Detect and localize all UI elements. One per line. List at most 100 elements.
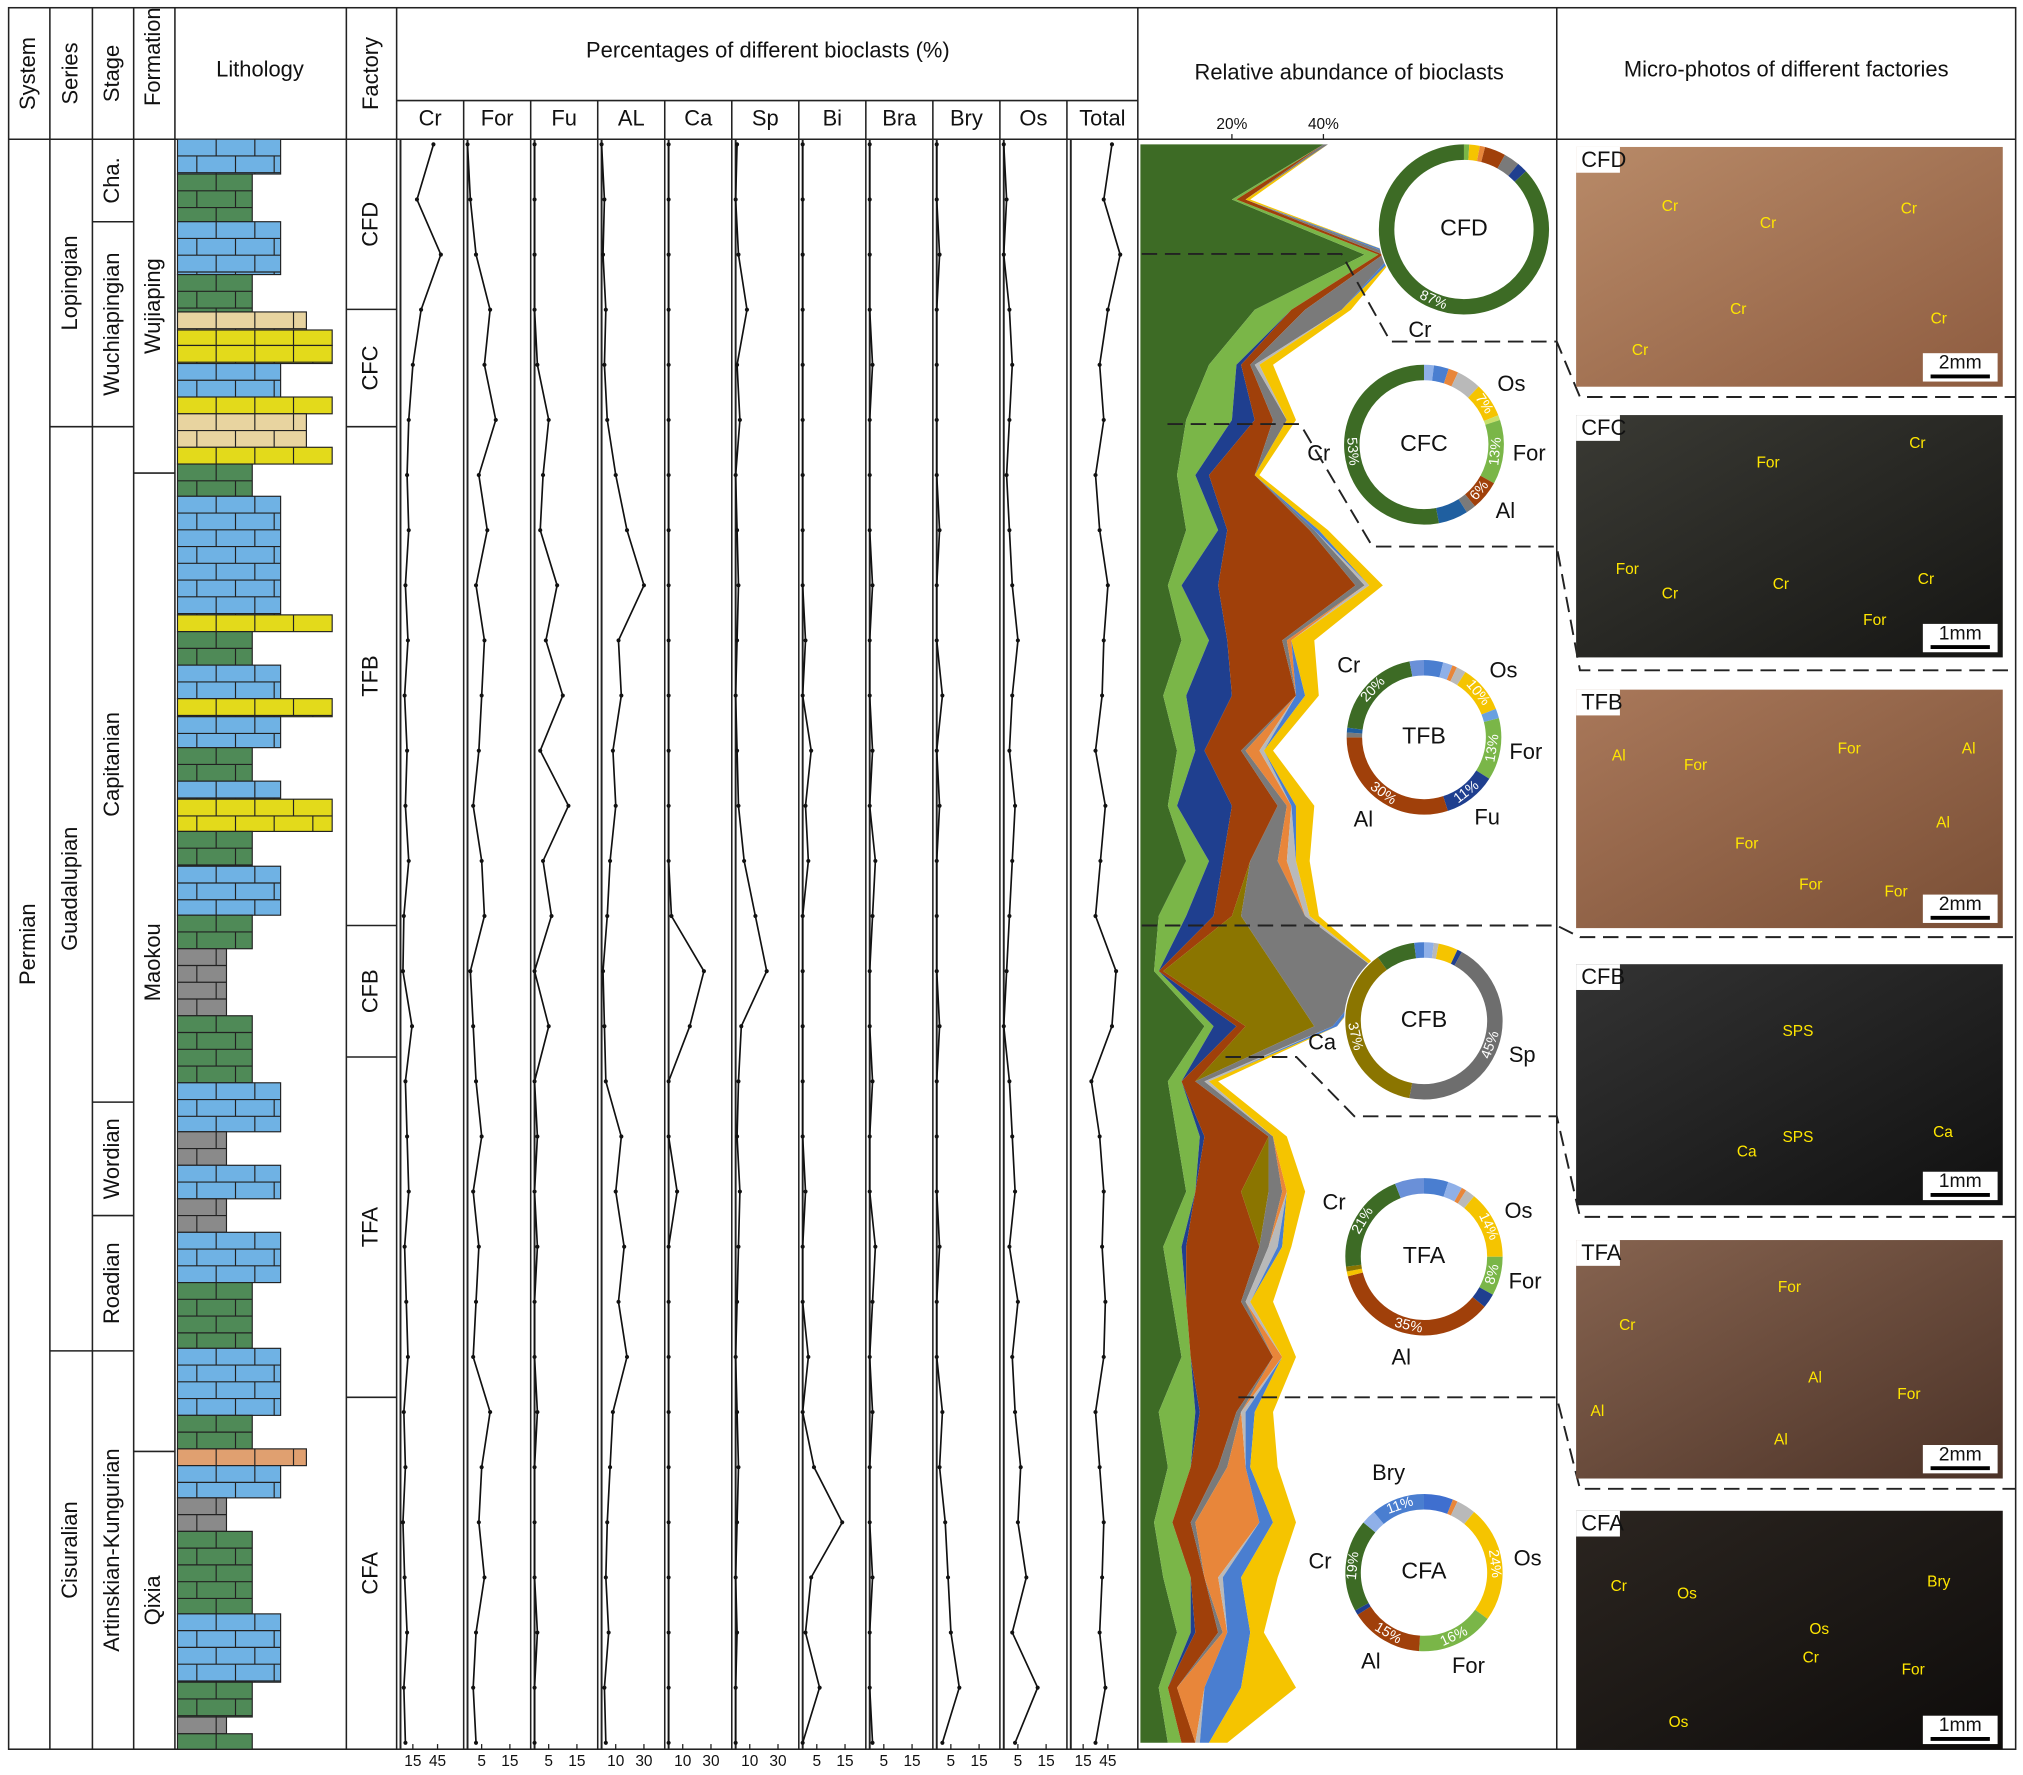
scale-label: 1mm xyxy=(1939,1171,1982,1192)
sample xyxy=(403,583,408,588)
sample xyxy=(666,1685,671,1690)
donut-value: 35% xyxy=(1393,1315,1425,1337)
donut-segment xyxy=(1373,1493,1425,1525)
donut-center: TFA xyxy=(1403,1242,1446,1268)
sample xyxy=(867,142,872,147)
photo xyxy=(1576,415,2003,658)
donut-segment xyxy=(1431,365,1449,384)
sample xyxy=(867,1630,872,1635)
donut-segment xyxy=(1446,665,1457,682)
sample xyxy=(404,1299,409,1304)
donut-segment xyxy=(1347,661,1413,730)
sample xyxy=(602,197,607,202)
sample xyxy=(1093,913,1098,919)
header: Series xyxy=(58,42,83,104)
sample xyxy=(532,307,537,312)
sample xyxy=(800,913,805,919)
photo-note: For xyxy=(1863,612,1886,629)
donut-segment xyxy=(1476,718,1502,779)
sample xyxy=(400,969,406,974)
header: Percentages of different bioclasts (%) xyxy=(586,37,950,62)
photo-note: For xyxy=(1735,836,1758,853)
donut-center: CFC xyxy=(1400,430,1448,456)
x-tick-label: 10 xyxy=(741,1753,758,1770)
photo-note: Ca xyxy=(1737,1143,1757,1160)
sample xyxy=(1015,638,1020,643)
donut-segment xyxy=(1345,957,1413,1099)
x-tick-label: 10 xyxy=(674,1753,691,1770)
donut-segment xyxy=(1377,942,1417,970)
sample xyxy=(1093,1740,1098,1745)
sample xyxy=(737,417,742,423)
photo-note: Al xyxy=(1612,747,1626,764)
sample xyxy=(840,1520,845,1525)
sample xyxy=(419,307,424,312)
sample xyxy=(867,1354,872,1360)
sample xyxy=(1010,1630,1015,1635)
sample xyxy=(666,417,671,423)
sample xyxy=(468,197,473,202)
sample xyxy=(806,858,811,863)
sample xyxy=(803,1189,808,1194)
sample xyxy=(867,417,872,423)
donut-segment xyxy=(1508,163,1526,182)
sample xyxy=(482,1575,487,1580)
sample xyxy=(800,1024,805,1029)
sample xyxy=(957,1685,962,1690)
x-tick-label: 10 xyxy=(607,1753,624,1770)
sample xyxy=(431,142,436,147)
sample xyxy=(1004,969,1009,974)
sample xyxy=(736,1244,741,1249)
sample xyxy=(800,417,805,423)
photo-note: For xyxy=(1885,883,1908,900)
sample xyxy=(800,252,805,257)
x-tick-label: 30 xyxy=(702,1753,719,1770)
photo-note: For xyxy=(1778,1279,1801,1296)
sample xyxy=(870,913,875,919)
lith-layer xyxy=(176,1681,253,1718)
photo-label: CFC xyxy=(1581,415,1626,440)
sample xyxy=(624,528,630,533)
lith-layer xyxy=(176,495,282,616)
sample xyxy=(1101,1520,1106,1525)
photo-note: Cr xyxy=(1909,435,1925,452)
sample xyxy=(666,1630,671,1635)
donut-segment xyxy=(1464,1196,1503,1258)
sample xyxy=(734,1410,740,1415)
sample xyxy=(666,638,671,643)
donut-segment xyxy=(1451,372,1479,398)
sample xyxy=(666,1575,671,1580)
sample xyxy=(1010,1134,1015,1139)
header: Stage xyxy=(99,45,124,102)
sample xyxy=(675,1189,680,1194)
sample xyxy=(1098,858,1103,863)
donut-name: Os xyxy=(1514,1545,1542,1570)
donut-segment xyxy=(1479,1256,1503,1295)
sample xyxy=(1001,252,1006,257)
sample xyxy=(482,362,487,367)
sample xyxy=(532,1299,537,1304)
sample xyxy=(1010,362,1015,367)
donut-segment xyxy=(1409,952,1503,1100)
sample xyxy=(867,1189,872,1194)
sample xyxy=(733,1685,738,1690)
sample xyxy=(1101,197,1106,202)
photo xyxy=(1576,146,2003,387)
x-tick-label: 5 xyxy=(812,1753,821,1770)
sample xyxy=(406,528,411,533)
sample xyxy=(410,362,415,367)
sample xyxy=(742,858,747,863)
photo-note: Al xyxy=(1808,1369,1822,1386)
curve xyxy=(935,144,961,1744)
strat-label: CFB xyxy=(357,969,382,1013)
sample xyxy=(934,1079,939,1084)
strat-label: Cha. xyxy=(99,157,124,203)
connector xyxy=(1238,1396,2016,1490)
sample xyxy=(734,748,740,753)
sample xyxy=(800,583,805,588)
sample xyxy=(669,913,674,919)
sample xyxy=(473,252,479,257)
sample xyxy=(800,1410,805,1415)
donut-segment xyxy=(1378,144,1550,315)
x-tick-label: 15 xyxy=(903,1753,920,1770)
